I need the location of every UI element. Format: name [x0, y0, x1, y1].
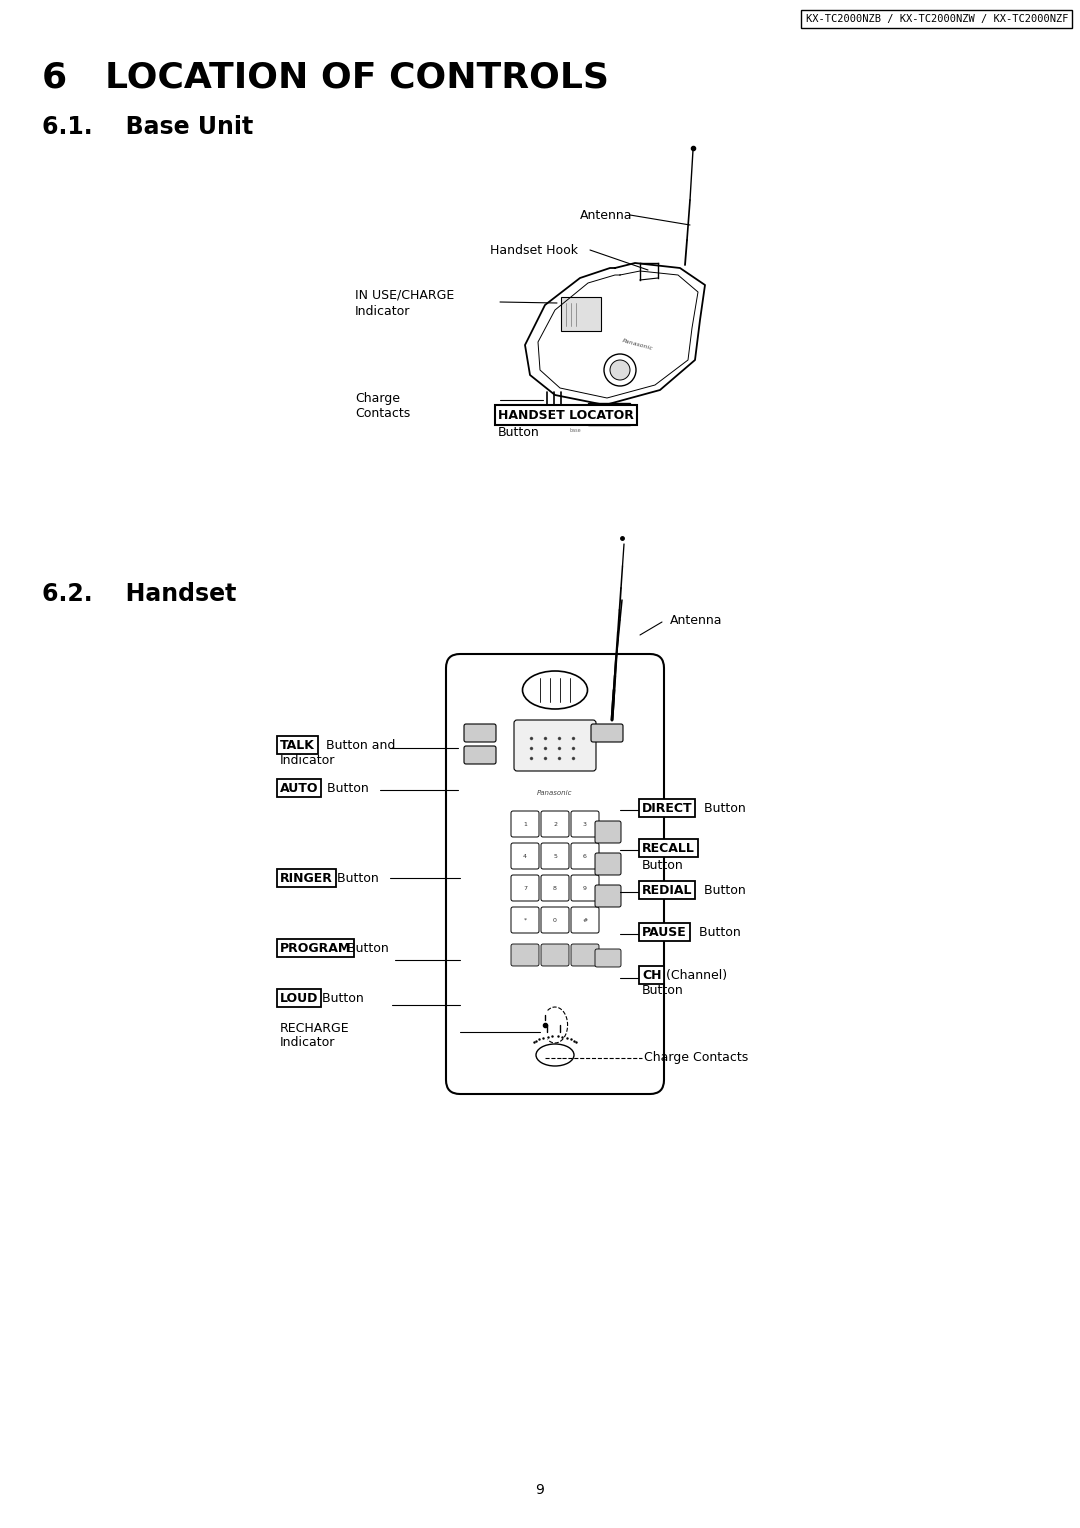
Text: RECALL: RECALL — [642, 842, 694, 854]
Text: Button: Button — [642, 984, 684, 996]
FancyBboxPatch shape — [446, 654, 664, 1094]
Text: 9: 9 — [536, 1484, 544, 1497]
FancyBboxPatch shape — [595, 949, 621, 967]
FancyBboxPatch shape — [571, 908, 599, 934]
Text: IN USE/CHARGE: IN USE/CHARGE — [355, 289, 455, 301]
Text: 6.2.    Handset: 6.2. Handset — [42, 582, 237, 607]
Text: TALK: TALK — [280, 738, 315, 752]
FancyBboxPatch shape — [514, 720, 596, 772]
Text: 4: 4 — [523, 854, 527, 859]
Text: 3: 3 — [583, 822, 588, 827]
Text: 5: 5 — [553, 854, 557, 859]
FancyBboxPatch shape — [571, 944, 599, 966]
Text: Button: Button — [318, 992, 364, 1004]
FancyBboxPatch shape — [541, 944, 569, 966]
Text: Contacts: Contacts — [355, 406, 410, 420]
FancyBboxPatch shape — [511, 876, 539, 902]
Text: LOUD: LOUD — [280, 992, 319, 1004]
Text: HANDSET LOCATOR: HANDSET LOCATOR — [498, 408, 634, 422]
FancyBboxPatch shape — [571, 843, 599, 869]
Text: Button: Button — [498, 425, 540, 439]
FancyBboxPatch shape — [464, 746, 496, 764]
FancyBboxPatch shape — [511, 944, 539, 966]
Text: 6   LOCATION OF CONTROLS: 6 LOCATION OF CONTROLS — [42, 60, 609, 95]
Text: base: base — [569, 428, 581, 432]
FancyBboxPatch shape — [541, 811, 569, 837]
Text: Panasonic: Panasonic — [622, 339, 654, 351]
FancyBboxPatch shape — [464, 724, 496, 743]
Text: Button: Button — [343, 941, 389, 955]
Text: KX-TC2000NZB / KX-TC2000NZW / KX-TC2000NZF: KX-TC2000NZB / KX-TC2000NZW / KX-TC2000N… — [806, 14, 1068, 24]
Text: Handset Hook: Handset Hook — [490, 243, 578, 257]
Ellipse shape — [523, 671, 588, 709]
Text: PAUSE: PAUSE — [642, 926, 687, 938]
Text: #: # — [582, 917, 588, 923]
Text: Button: Button — [696, 926, 741, 938]
Text: RECHARGE: RECHARGE — [280, 1022, 350, 1034]
Text: DIRECT: DIRECT — [642, 802, 692, 814]
FancyBboxPatch shape — [571, 811, 599, 837]
Text: *: * — [524, 917, 527, 923]
Text: (Channel): (Channel) — [662, 969, 727, 981]
Text: Panasonic: Panasonic — [537, 790, 572, 796]
Text: Indicator: Indicator — [355, 304, 410, 318]
Text: Button: Button — [642, 859, 684, 871]
FancyBboxPatch shape — [511, 843, 539, 869]
Text: 0: 0 — [553, 917, 557, 923]
Text: Indicator: Indicator — [280, 1036, 336, 1050]
FancyBboxPatch shape — [541, 908, 569, 934]
FancyBboxPatch shape — [595, 821, 621, 843]
Text: RINGER: RINGER — [280, 871, 333, 885]
Text: Antenna: Antenna — [670, 614, 723, 626]
Text: 9: 9 — [583, 886, 588, 891]
Text: AUTO: AUTO — [280, 781, 319, 795]
FancyBboxPatch shape — [511, 811, 539, 837]
Ellipse shape — [536, 1044, 573, 1067]
FancyBboxPatch shape — [588, 403, 630, 425]
Text: 8: 8 — [553, 886, 557, 891]
Text: Charge: Charge — [355, 391, 400, 405]
Text: CH: CH — [642, 969, 661, 981]
Text: 7: 7 — [523, 886, 527, 891]
Text: Charge Contacts: Charge Contacts — [644, 1051, 748, 1065]
Text: Button: Button — [323, 781, 368, 795]
Text: REDIAL: REDIAL — [642, 883, 692, 897]
Ellipse shape — [610, 361, 630, 380]
FancyBboxPatch shape — [511, 908, 539, 934]
FancyBboxPatch shape — [595, 853, 621, 876]
Text: Antenna: Antenna — [580, 208, 633, 222]
FancyBboxPatch shape — [591, 724, 623, 743]
Text: 6: 6 — [583, 854, 586, 859]
Text: 6.1.    Base Unit: 6.1. Base Unit — [42, 115, 253, 139]
Text: Button and: Button and — [322, 738, 395, 752]
FancyBboxPatch shape — [595, 885, 621, 908]
FancyBboxPatch shape — [541, 876, 569, 902]
Text: PROGRAM: PROGRAM — [280, 941, 351, 955]
FancyBboxPatch shape — [571, 876, 599, 902]
Text: Button: Button — [700, 883, 746, 897]
Text: Indicator: Indicator — [280, 753, 336, 767]
FancyBboxPatch shape — [541, 843, 569, 869]
Text: 1: 1 — [523, 822, 527, 827]
Text: 2: 2 — [553, 822, 557, 827]
Text: Button: Button — [333, 871, 379, 885]
Text: Button: Button — [700, 802, 746, 814]
FancyBboxPatch shape — [561, 296, 600, 332]
